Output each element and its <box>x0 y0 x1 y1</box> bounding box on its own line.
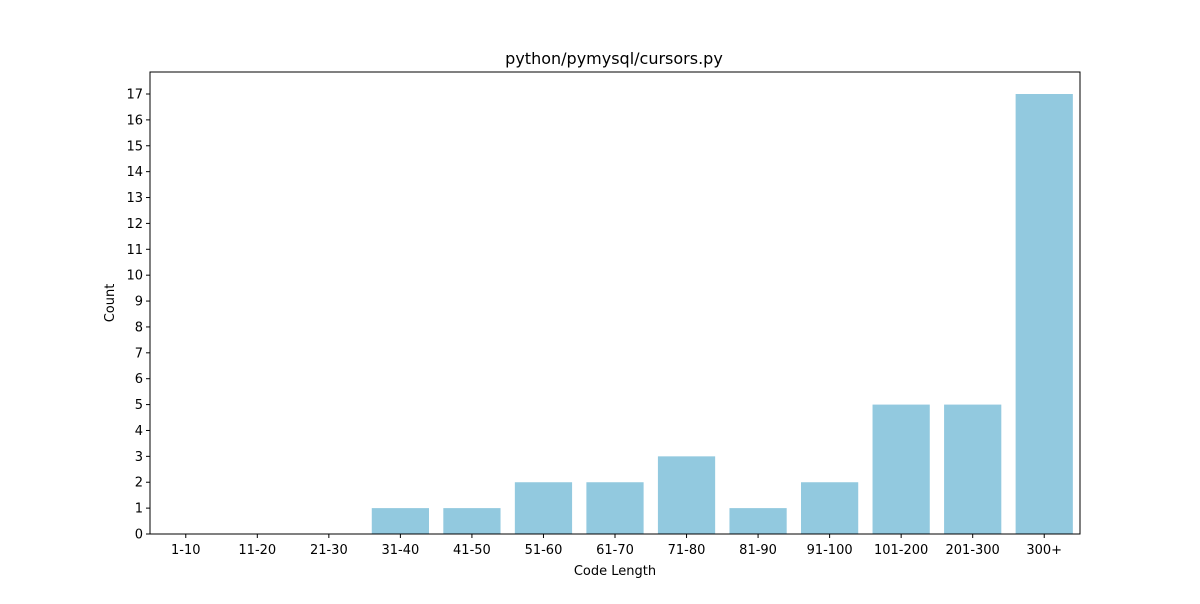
x-tick-label: 51-60 <box>525 543 563 558</box>
bar-71-80 <box>657 456 716 534</box>
y-tick-label: 7 <box>135 346 143 361</box>
x-tick-label: 71-80 <box>668 543 706 558</box>
y-tick-label: 1 <box>135 502 143 517</box>
bar-201-300 <box>944 404 1002 534</box>
plot-frame <box>149 71 1081 535</box>
chart-title: python/pymysql/cursors.py <box>505 49 723 68</box>
x-tick-label: 41-50 <box>453 543 491 558</box>
y-tick-label: 14 <box>126 165 143 180</box>
x-axis-label: Code Length <box>574 564 656 579</box>
bar-31-40 <box>371 508 429 534</box>
y-tick-label: 5 <box>135 398 143 413</box>
x-tick-label: 21-30 <box>310 543 348 558</box>
y-tick-label: 0 <box>135 528 143 543</box>
y-tick-label: 16 <box>126 113 143 128</box>
x-tick-label: 11-20 <box>238 543 276 558</box>
x-tick-label: 101-200 <box>874 543 928 558</box>
y-tick-label: 6 <box>135 372 143 387</box>
x-tick-label: 61-70 <box>596 543 634 558</box>
y-tick-label: 15 <box>126 139 143 154</box>
y-tick-label: 3 <box>135 450 143 465</box>
bar-51-60 <box>514 482 573 534</box>
y-tick-label: 9 <box>135 295 143 310</box>
y-tick-label: 2 <box>135 476 143 491</box>
y-tick-label: 13 <box>126 191 143 206</box>
bar-300+ <box>1015 94 1073 534</box>
y-tick-label: 10 <box>126 269 143 284</box>
y-tick-label: 17 <box>126 88 143 103</box>
bar-91-100 <box>801 482 859 534</box>
bars-layer <box>371 94 1073 534</box>
bar-101-200 <box>872 404 930 534</box>
x-tick-label: 300+ <box>1026 543 1062 558</box>
y-tick-label: 4 <box>135 424 143 439</box>
x-tick-label: 81-90 <box>739 543 777 558</box>
y-axis-label: Count <box>103 284 118 323</box>
y-tick-label: 11 <box>126 243 143 258</box>
x-axis-ticks: 1-10 11-20 21-30 31-40 41-50 51-60 61-70 71-80 8… <box>171 534 1062 558</box>
y-tick-label: 8 <box>135 320 143 335</box>
x-tick-label: 201-300 <box>946 543 1000 558</box>
x-tick-label: 31-40 <box>381 543 419 558</box>
bar-81-90 <box>729 508 787 534</box>
bar-41-50 <box>443 508 501 534</box>
x-tick-label: 1-10 <box>171 543 201 558</box>
bar-61-70 <box>586 482 644 534</box>
y-tick-label: 12 <box>126 217 143 232</box>
x-tick-label: 91-100 <box>807 543 853 558</box>
